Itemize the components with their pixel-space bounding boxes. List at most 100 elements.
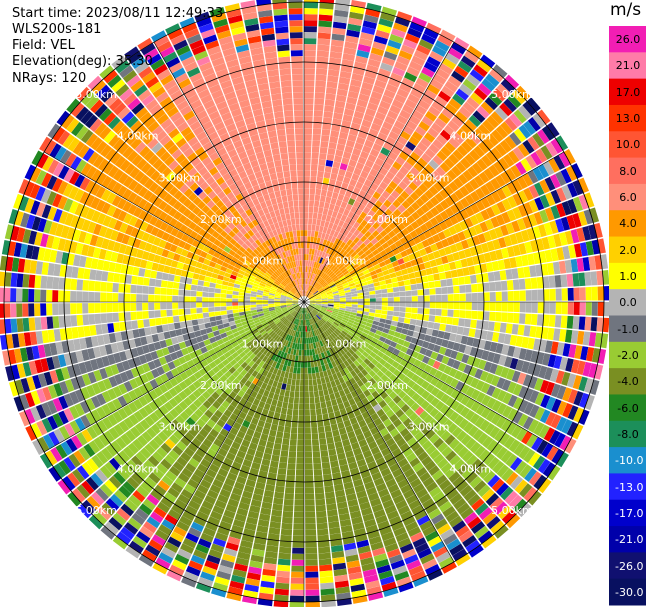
velocity-gate [83,325,91,337]
velocity-gate [350,251,358,258]
velocity-gate [216,279,223,285]
velocity-gate [226,306,233,311]
velocity-gate [416,283,424,290]
velocity-gate [539,379,550,394]
velocity-gate [307,284,310,291]
velocity-gate [352,274,359,280]
velocity-gate [304,445,312,452]
velocity-gate [550,414,562,429]
velocity-gate [395,326,403,333]
velocity-gate [366,263,374,269]
velocity-gate [471,162,483,175]
velocity-gate [364,70,377,80]
velocity-gate [373,177,382,186]
velocity-gate [459,220,468,231]
velocity-gate [505,471,519,486]
velocity-gate [369,245,377,253]
velocity-gate [548,430,561,445]
velocity-gate [308,293,313,298]
velocity-gate [328,263,334,270]
velocity-gate [453,414,465,426]
velocity-gate [305,535,317,542]
velocity-gate [315,498,326,506]
velocity-gate [359,354,367,362]
velocity-gate [394,93,407,104]
velocity-gate [356,224,364,232]
velocity-gate [350,153,360,162]
velocity-gate [480,242,490,253]
velocity-gate [286,408,293,416]
velocity-gate [334,260,340,267]
velocity-gate [308,293,313,298]
velocity-gate [305,272,307,279]
velocity-gate [304,349,307,356]
velocity-gate [345,296,352,300]
velocity-gate [318,546,331,554]
velocity-gate [533,338,541,351]
velocity-gate [305,505,315,512]
velocity-gate [368,96,381,106]
velocity-gate [422,282,430,289]
velocity-gate [406,120,418,131]
velocity-gate [307,361,311,368]
velocity-gate [505,514,521,529]
velocity-gate [304,254,307,261]
velocity-gate [373,241,382,249]
velocity-gate [562,403,573,418]
velocity-gate [329,136,339,144]
velocity-gate [256,299,263,302]
velocity-gate [499,322,507,333]
velocity-gate [393,120,406,131]
velocity-gate [184,290,191,297]
velocity-gate [381,293,388,298]
velocity-gate [317,231,323,239]
velocity-gate [329,229,336,237]
velocity-gate [541,263,549,276]
velocity-gate [411,373,420,383]
velocity-gate [313,309,319,314]
velocity-gate [232,298,239,302]
velocity-gate [431,170,442,181]
velocity-gate [539,409,551,424]
velocity-gate [570,258,579,273]
velocity-gate [572,273,580,287]
velocity-gate [166,281,174,289]
velocity-gate [453,442,465,454]
velocity-gate [594,364,604,380]
velocity-gate [316,276,321,282]
velocity-gate [256,297,263,300]
velocity-gate [371,249,380,256]
velocity-gate [328,203,335,211]
velocity-gate [304,415,311,422]
velocity-gate [453,458,466,471]
velocity-gate [331,167,339,175]
velocity-gate [376,217,385,226]
velocity-gate [335,318,342,323]
velocity-gate [429,217,439,227]
velocity-gate [440,29,456,42]
velocity-gate [447,120,460,132]
velocity-gate [106,303,113,313]
velocity-gate [567,405,579,421]
velocity-gate [334,279,341,284]
velocity-gate [413,416,423,427]
velocity-gate [500,419,512,432]
velocity-gate [429,308,436,316]
velocity-gate [504,135,517,150]
velocity-gate [582,331,591,346]
velocity-gate [339,297,346,300]
velocity-gate [355,105,366,114]
velocity-gate [456,145,469,157]
velocity-gate [313,463,322,470]
velocity-gate [418,333,426,341]
velocity-gate [493,161,505,174]
velocity-gate [446,317,454,325]
velocity-gate [405,348,414,356]
velocity-gate [423,295,430,302]
velocity-gate [370,47,385,57]
velocity-gate [289,366,294,373]
velocity-gate [28,289,35,302]
velocity-gate [166,295,173,302]
velocity-gate [124,302,131,312]
velocity-gate [328,178,336,186]
